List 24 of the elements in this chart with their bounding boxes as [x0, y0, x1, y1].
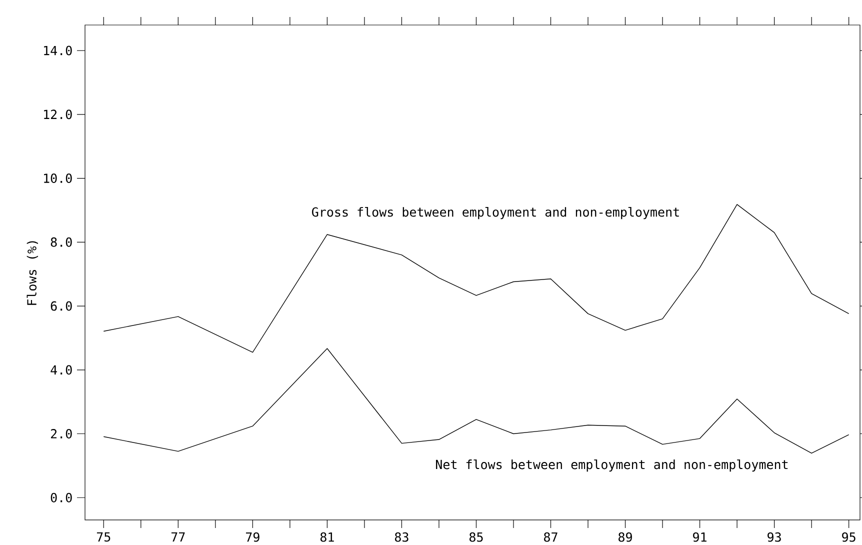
- line-series: [103, 204, 850, 353]
- x-tick-label: 75: [96, 532, 110, 542]
- y-tick-label: 12.0: [44, 110, 72, 120]
- series-label: Gross flows between employment and non-employment: [312, 207, 679, 220]
- x-tick-label: 89: [618, 532, 632, 542]
- x-tick-label: 81: [320, 532, 334, 542]
- x-tick-label: 95: [842, 532, 856, 542]
- x-tick-label: 77: [171, 532, 185, 542]
- x-tick-label: 91: [693, 532, 706, 542]
- y-tick-label: 14.0: [44, 46, 72, 56]
- y-tick-label: 10.0: [44, 174, 72, 183]
- line-series: [103, 348, 850, 454]
- x-tick-label: 93: [768, 532, 781, 542]
- x-tick-label: 79: [246, 532, 260, 542]
- y-tick-label: 4.0: [50, 365, 72, 375]
- x-tick-label: 85: [470, 532, 483, 542]
- y-tick-label: 6.0: [50, 301, 72, 311]
- y-tick-label: 8.0: [50, 237, 72, 247]
- y-tick-label: 0.0: [50, 492, 72, 502]
- x-tick-label: 87: [544, 532, 558, 542]
- y-axis-title: Flows (%): [26, 241, 38, 305]
- series-label: Net flows between employment and non-employment: [436, 459, 788, 472]
- x-tick-label: 83: [394, 532, 408, 542]
- y-tick-label: 2.0: [50, 429, 72, 438]
